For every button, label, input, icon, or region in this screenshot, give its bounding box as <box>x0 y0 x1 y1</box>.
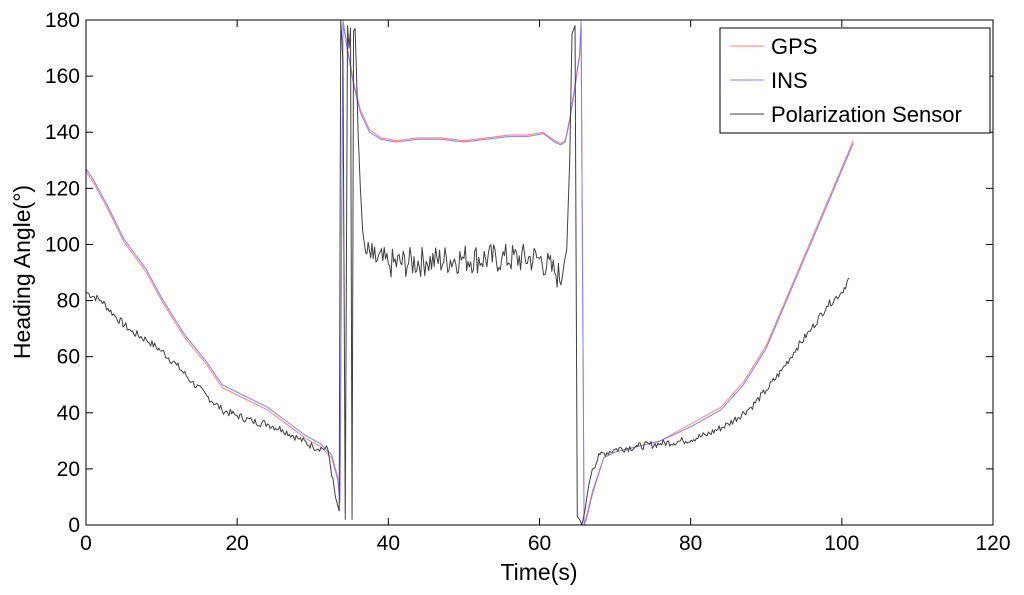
series-line-ins <box>85 22 854 526</box>
x-tick-label: 0 <box>80 532 92 555</box>
x-tick-label: 80 <box>679 532 702 555</box>
x-tick-label: 100 <box>824 532 859 555</box>
x-tick-label: 120 <box>975 532 1010 555</box>
y-tick-label: 60 <box>57 346 80 369</box>
y-tick-label: 20 <box>57 458 80 481</box>
y-tick-label: 80 <box>57 290 80 313</box>
y-tick-label: 120 <box>45 177 80 200</box>
y-tick-label: 40 <box>57 402 80 425</box>
y-tick-label: 180 <box>45 9 80 32</box>
y-tick-label: 140 <box>45 121 80 144</box>
x-tick-label: 20 <box>225 532 248 555</box>
x-tick-label: 60 <box>528 532 551 555</box>
x-axis-label: Time(s) <box>500 559 577 585</box>
x-axis-ticks: 0 20 40 60 80 100 120 <box>80 20 1011 555</box>
legend-label: INS <box>771 68 808 93</box>
y-axis-ticks: 0 20 40 60 80 100 120 140 160 180 <box>45 9 993 537</box>
legend: GPS INS Polarization Sensor <box>719 27 991 134</box>
y-tick-label: 160 <box>45 65 80 88</box>
legend-label: GPS <box>771 34 817 59</box>
series-line-polarization-sensor <box>85 19 850 526</box>
x-tick-label: 40 <box>377 532 400 555</box>
plot-lines <box>85 19 854 526</box>
y-axis-label: Heading Angle(°) <box>9 185 35 359</box>
y-tick-label: 0 <box>68 514 80 537</box>
legend-box <box>719 27 991 134</box>
y-tick-label: 100 <box>45 233 80 256</box>
legend-label: Polarization Sensor <box>771 102 962 127</box>
